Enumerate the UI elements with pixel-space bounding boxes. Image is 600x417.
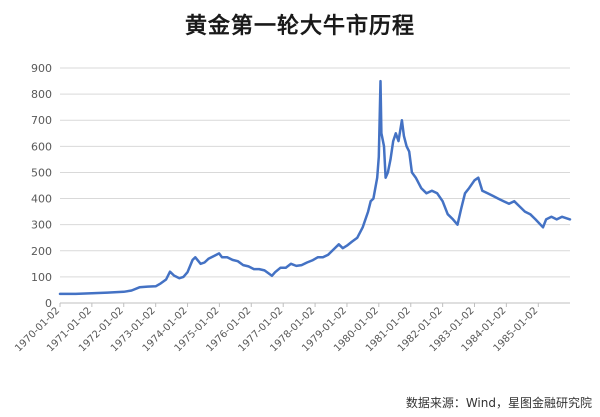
y-tick-label: 200 [31, 245, 52, 258]
y-tick-label: 500 [31, 166, 52, 179]
y-tick-label: 700 [31, 114, 52, 127]
y-tick-label: 400 [31, 193, 52, 206]
y-tick-label: 100 [31, 271, 52, 284]
y-tick-label: 300 [31, 219, 52, 232]
gold-price-line [58, 79, 572, 296]
y-tick-label: 800 [31, 88, 52, 101]
y-tick-label: 900 [31, 62, 52, 75]
y-tick-label: 600 [31, 140, 52, 153]
y-tick-label: 0 [45, 297, 52, 310]
source-note: 数据来源：Wind，星图金融研究院 [405, 396, 592, 410]
chart-title: 黄金第一轮大牛市历程 [184, 14, 415, 39]
